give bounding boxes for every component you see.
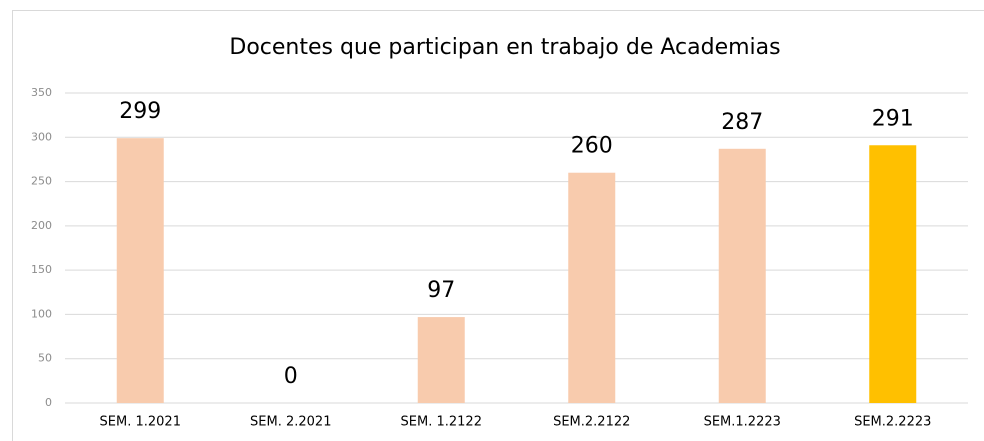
x-tick-label: SEM. 1.2021 [100,415,181,430]
x-tick-label: SEM. 1.2122 [401,415,482,430]
y-tick-label: 150 [31,263,52,276]
y-tick-label: 50 [38,352,52,365]
value-label: 97 [427,278,455,303]
y-tick-label: 250 [31,175,52,188]
y-tick-label: 200 [31,219,52,232]
x-tick-label: SEM. 2.2021 [250,415,331,430]
bar [116,138,164,403]
x-tick-label: SEM.2.2122 [553,415,630,430]
bar [417,317,465,403]
x-tick-label: SEM.1.2223 [704,415,781,430]
value-label: 299 [119,99,161,124]
value-label: 291 [872,106,914,131]
y-tick-label: 350 [31,86,52,99]
bar [718,148,766,403]
y-tick-label: 0 [45,396,52,409]
bar [869,145,917,403]
y-tick-label: 100 [31,307,52,320]
value-label: 287 [721,110,763,135]
chart-title: Docentes que participan en trabajo de Ac… [229,35,780,60]
y-tick-label: 300 [31,130,52,143]
value-label: 260 [571,134,613,159]
value-label: 0 [284,364,298,389]
bar [568,172,616,403]
x-tick-label: SEM.2.2223 [854,415,931,430]
